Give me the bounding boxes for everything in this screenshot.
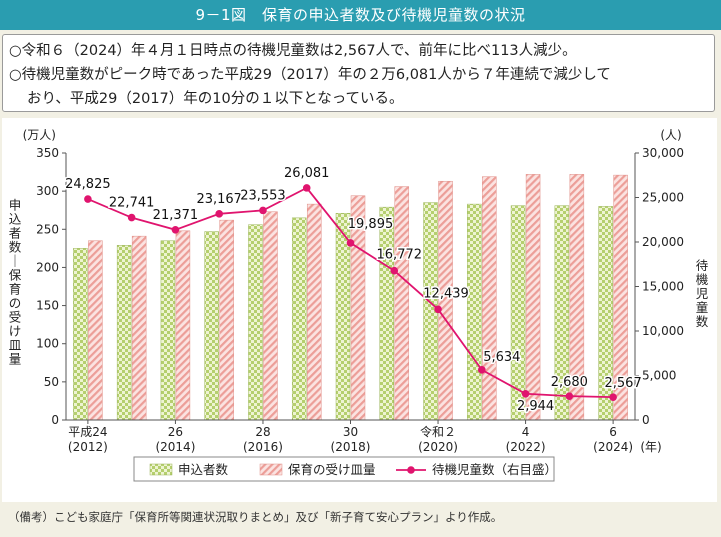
waiting-children-data-label: 23,167 [196,192,242,207]
waiting-children-point [84,195,92,203]
applicants-bar [160,240,176,421]
waiting-children-point [171,225,180,234]
legend-swatch-waiting-point [407,466,415,474]
waiting-children-point [565,392,574,400]
applicants-bar [116,245,132,421]
x-tick-label-era: 令和２ [420,424,456,439]
right-tick-label: 25,000 [642,191,684,205]
applicants-bar [467,203,482,421]
left-axis-unit: (万人) [23,128,56,142]
waiting-children-point [390,266,399,275]
applicants-bar [291,217,307,421]
x-tick-label-era: 26 [168,425,183,439]
applicants-bar [73,248,88,421]
right-axis-label: 待機児童数 [696,258,709,329]
left-tick-label: 150 [36,299,59,313]
legend-label-applicants: 申込者数 [178,462,229,477]
waiting-children-data-label: 23,553 [240,188,286,203]
legend-box [133,456,555,482]
x-tick-label-year: (2020) [418,440,458,454]
x-tick-label-era: 平成24 [68,425,107,439]
left-tick-label: 350 [36,146,59,160]
waiting-children-point [259,206,267,215]
chart-area: 0 50 100 150 200 250 300 350 0 5,000 10,000 15,000 2… [2,118,717,502]
left-axis-label: 申込者数｜保育の受け皿量 [9,198,22,367]
right-tick-label: 5,000 [642,369,676,383]
x-tick-label-era: 6 [609,425,617,439]
capacity-bar [131,235,147,421]
note-line-3: おり、平成29（2017）年の10分の１以下となっている。 [27,91,404,107]
waiting-children-data-label: 22,741 [109,196,155,211]
x-tick-label-year: (2022) [506,440,546,454]
x-tick-label-era: 28 [255,425,270,439]
left-tick-label: 50 [44,375,59,389]
note-line-1: ○令和６（2024）年４月１日時点の待機児童数は2,567人で、前年に比べ113… [9,43,577,59]
capacity-bar [306,203,322,421]
right-tick-label: 30,000 [642,146,684,160]
waiting-children-data-label: 26,081 [284,166,330,181]
waiting-children-data-label: 16,772 [377,248,423,263]
applicants-bar [248,224,263,421]
waiting-children-point [609,393,617,401]
applicants-bar [379,206,395,421]
capacity-bar [175,230,191,421]
left-tick-label: 0 [51,413,59,427]
capacity-bar [394,186,410,421]
right-axis-unit: (人) [660,128,681,142]
figure-title: 9－1図 保育の申込者数及び待機児童数の状況 [0,0,721,30]
x-tick-label-era: 30 [343,425,358,439]
waiting-children-data-label: 2,680 [551,375,588,390]
x-tick-label-year: (2014) [155,440,195,454]
applicants-bar [204,231,219,421]
waiting-children-data-label: 2,567 [605,376,642,391]
right-tick-label: 10,000 [642,324,684,338]
capacity-bar [525,174,541,421]
capacity-bar [219,219,234,421]
legend-swatch-capacity [259,463,283,476]
left-tick-label: 100 [36,337,59,351]
x-tick-label-year: (2012) [68,440,108,454]
chart-svg: 0 50 100 150 200 250 300 350 0 5,000 10,000 15,000 2… [9,128,709,482]
waiting-children-point [434,305,442,314]
capacity-bar [482,176,497,421]
x-tick-label-era: 4 [522,425,530,439]
x-tick-label-year: (2016) [243,440,283,454]
x-tick-label-year: (2018) [331,440,371,454]
legend-label-waiting: 待機児童数（右目盛） [432,462,557,477]
left-tick-label: 250 [36,222,59,236]
waiting-children-point [346,239,355,247]
waiting-children-point [521,389,530,398]
capacity-bar [88,240,103,421]
waiting-children-data-label: 12,439 [423,286,469,301]
waiting-children-data-label: 5,634 [483,350,520,365]
x-axis-unit: (年) [640,440,661,454]
waiting-children-point [478,366,486,374]
capacity-bar [263,211,278,421]
source-note: （備考）こども家庭庁「保育所等関連状況取りまとめ」及び「新子育て安心プラン」より… [8,510,503,524]
legend-label-capacity: 保育の受け皿量 [288,462,376,477]
waiting-children-data-label: 2,944 [517,399,554,414]
legend-swatch-applicants [149,463,173,476]
waiting-children-data-label: 24,825 [65,177,111,192]
left-tick-label: 300 [36,184,59,198]
right-tick-label: 0 [642,413,650,427]
left-tick-label: 200 [36,260,59,274]
waiting-children-data-label: 19,895 [348,217,394,232]
waiting-children-point [302,184,311,192]
x-tick-label-year: (2024) [593,440,633,454]
waiting-children-data-label: 21,371 [153,208,199,223]
right-tick-label: 20,000 [642,235,684,249]
waiting-children-point [215,210,223,218]
note-line-2: ○待機児童数がピーク時であった平成29（2017）年の２万6,081人から７年連… [9,67,611,83]
summary-notes: ○令和６（2024）年４月１日時点の待機児童数は2,567人で、前年に比べ113… [2,34,715,112]
right-tick-label: 15,000 [642,280,684,294]
waiting-children-point [127,213,136,222]
